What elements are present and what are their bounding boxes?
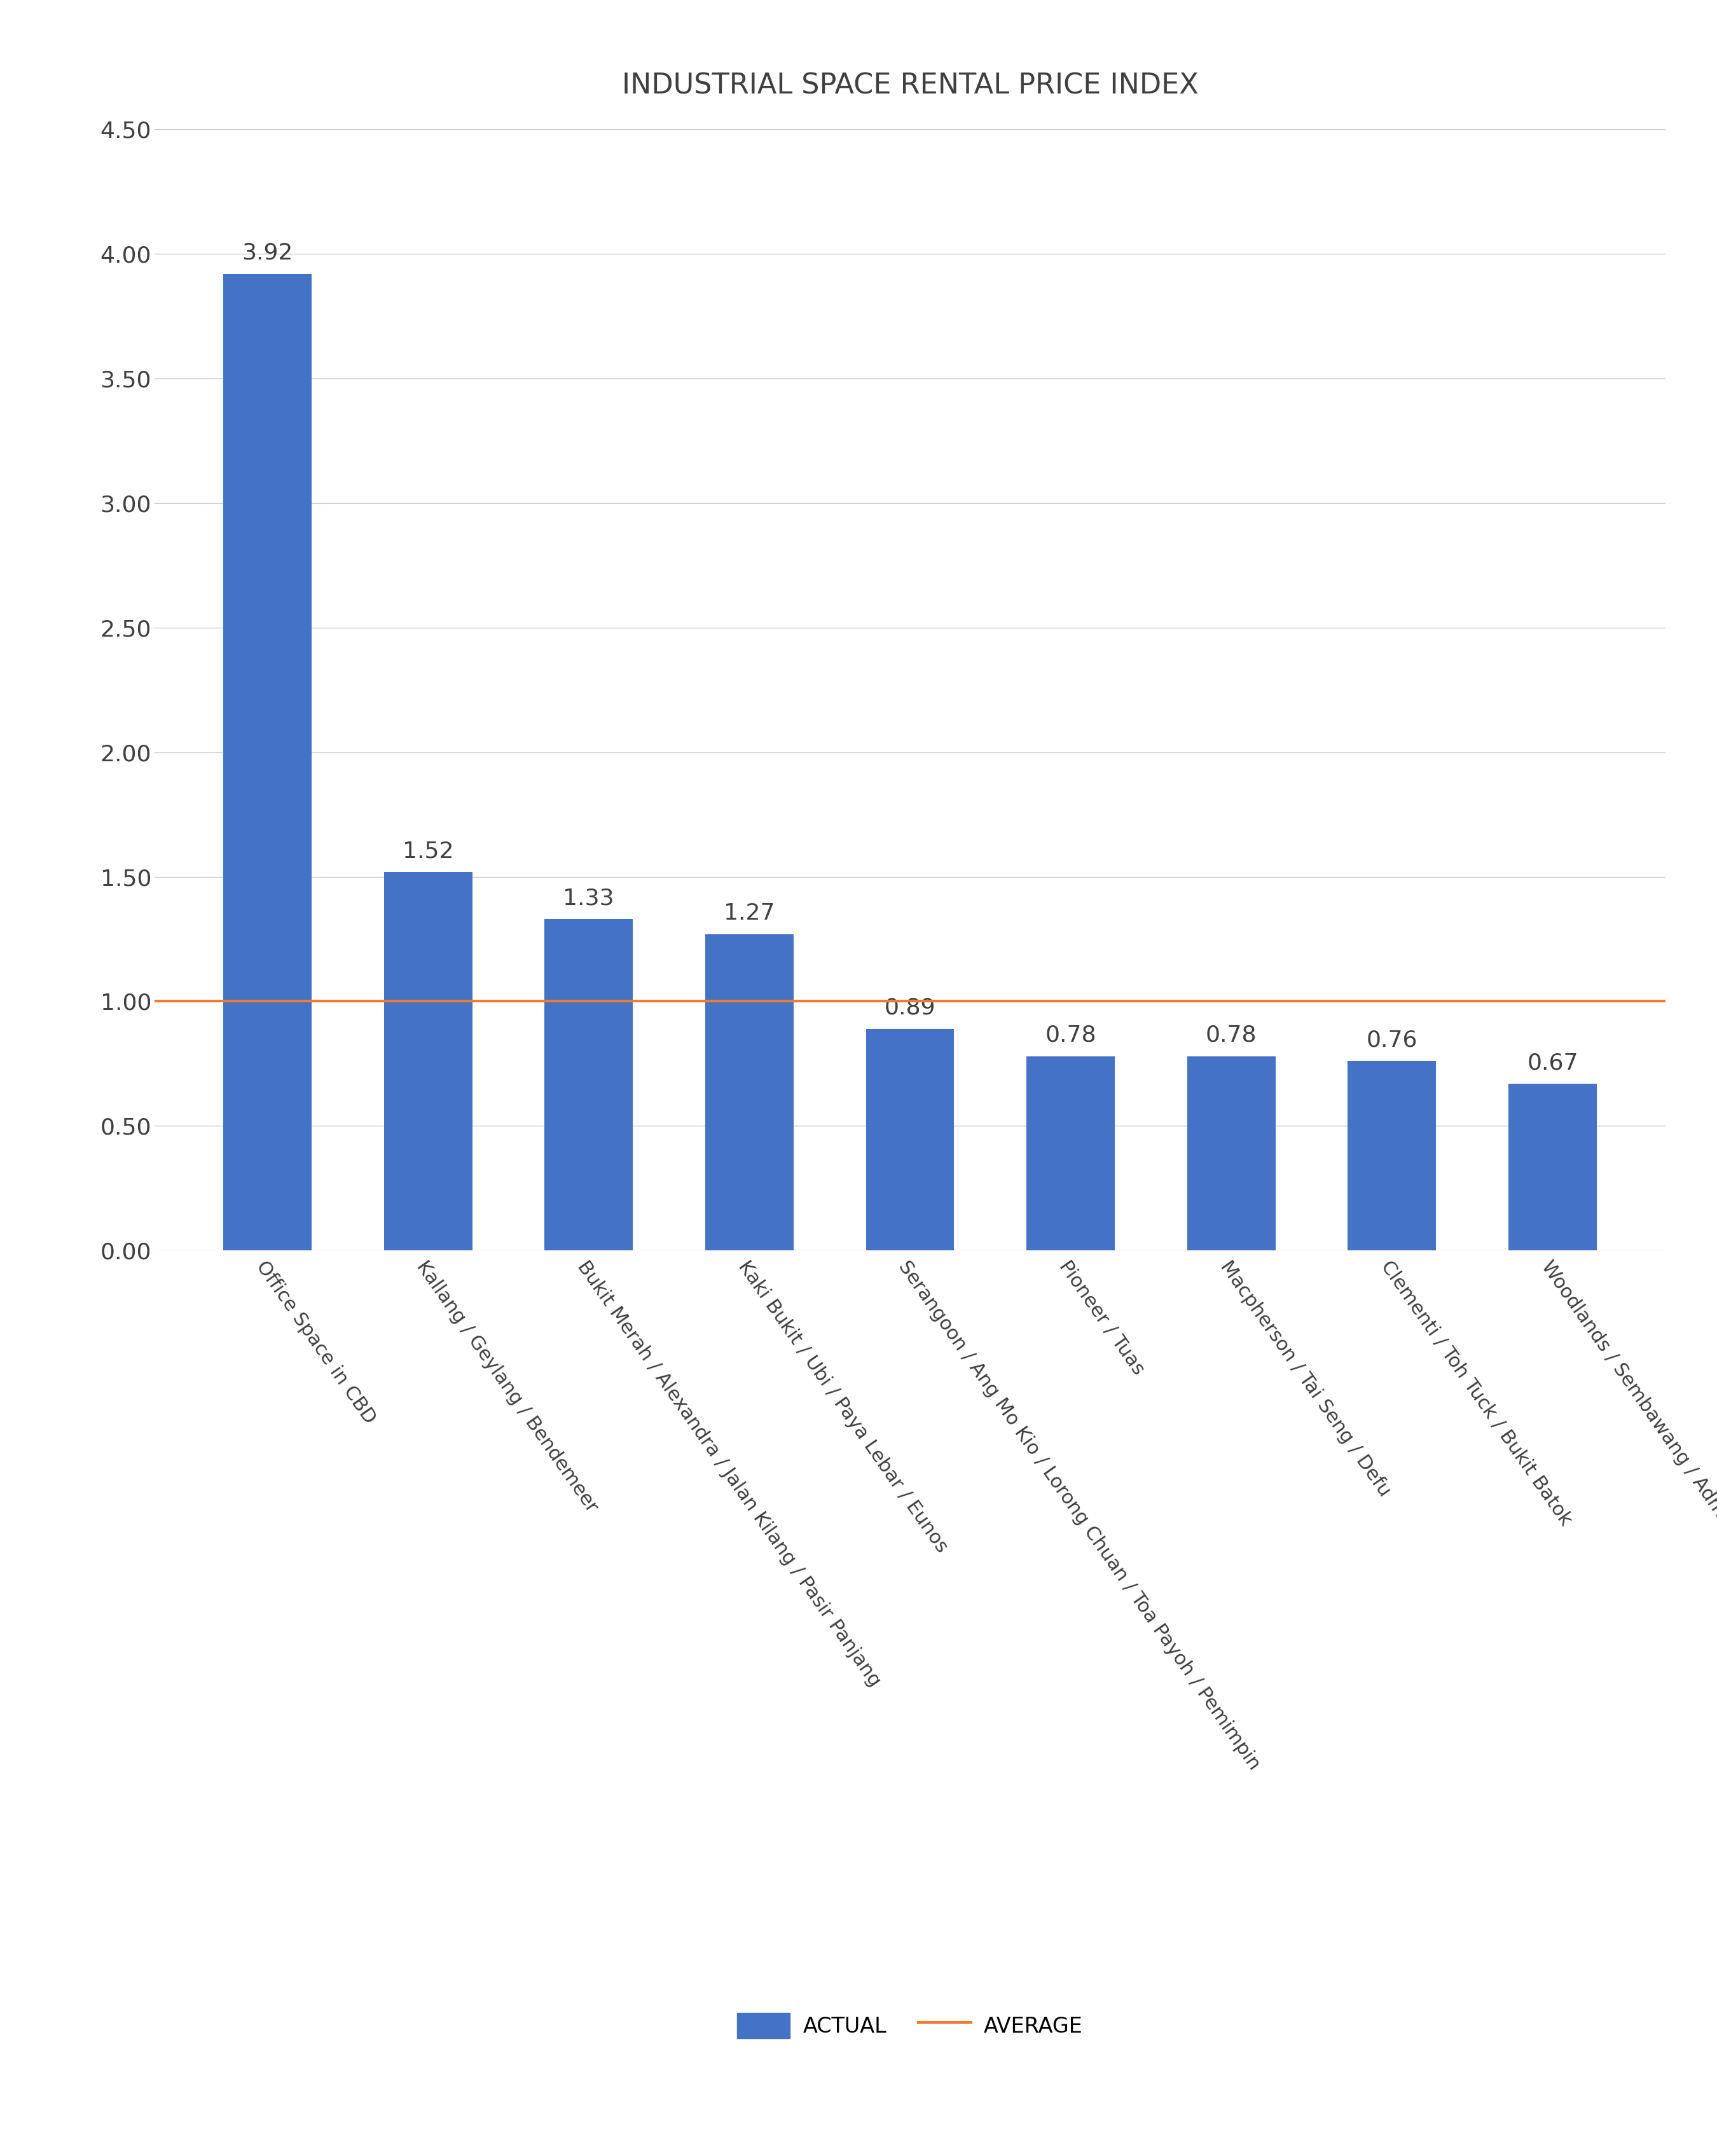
Text: 0.89: 0.89 — [884, 998, 936, 1020]
Text: 1.27: 1.27 — [725, 903, 774, 925]
Text: 3.92: 3.92 — [242, 241, 294, 263]
Bar — [706, 934, 793, 1250]
Text: 1.33: 1.33 — [563, 888, 615, 910]
Text: 0.78: 0.78 — [1205, 1024, 1257, 1046]
Bar — [1027, 1056, 1114, 1250]
Bar — [385, 871, 472, 1250]
Legend: ACTUAL, AVERAGE: ACTUAL, AVERAGE — [728, 2005, 1092, 2046]
Text: 0.76: 0.76 — [1367, 1031, 1418, 1052]
Bar — [1509, 1084, 1597, 1250]
Text: 1.52: 1.52 — [402, 841, 453, 862]
Bar — [544, 918, 634, 1250]
Bar — [1186, 1056, 1276, 1250]
Bar — [223, 274, 311, 1250]
Bar — [865, 1028, 955, 1250]
Text: 0.78: 0.78 — [1046, 1024, 1095, 1046]
Text: 0.67: 0.67 — [1526, 1052, 1578, 1074]
Title: INDUSTRIAL SPACE RENTAL PRICE INDEX: INDUSTRIAL SPACE RENTAL PRICE INDEX — [622, 73, 1198, 99]
Bar — [1348, 1061, 1435, 1250]
